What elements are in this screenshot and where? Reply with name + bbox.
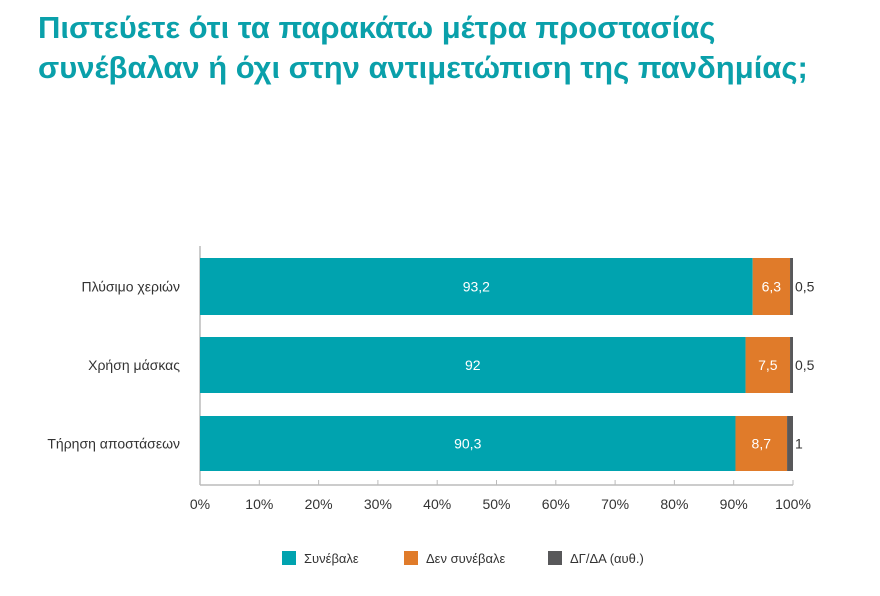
data-label: 1 [795,436,803,452]
bar-segment [735,416,788,471]
data-label: 92 [465,357,481,373]
x-tick-label: 0% [190,496,210,512]
data-label: 90,3 [454,436,481,452]
data-label: 8,7 [752,436,772,452]
x-tick-label: 20% [305,496,333,512]
data-label: 0,5 [795,279,815,295]
x-tick-label: 100% [775,496,811,512]
bar-segment [752,258,791,315]
x-tick-label: 60% [542,496,570,512]
bar-segment [745,337,791,393]
legend-label: ΔΓ/ΔΑ (αυθ.) [570,551,644,566]
data-label: 6,3 [762,279,782,295]
chart-title: Πιστεύετε ότι τα παρακάτω μέτρα προστασί… [38,10,808,85]
bar-segment [200,258,753,315]
bar-segment [790,337,793,393]
legend-swatch [282,551,296,565]
legend-label: Δεν συνέβαλε [426,551,506,566]
legend-label: Συνέβαλε [304,551,359,566]
x-tick-label: 40% [423,496,451,512]
data-label: 93,2 [463,279,490,295]
legend-swatch [404,551,418,565]
x-tick-label: 70% [601,496,629,512]
x-tick-label: 80% [660,496,688,512]
x-tick-label: 90% [720,496,748,512]
x-tick-label: 10% [245,496,273,512]
bar-segment [787,416,793,471]
bar-segment [790,258,793,315]
category-label: Τήρηση αποστάσεων [47,436,180,452]
bar-segment [200,416,736,471]
x-tick-label: 30% [364,496,392,512]
category-label: Χρήση μάσκας [88,357,180,373]
x-tick-label: 50% [482,496,510,512]
data-label: 0,5 [795,357,815,373]
data-label: 7,5 [758,357,778,373]
legend-swatch [548,551,562,565]
category-label: Πλύσιμο χεριών [81,279,180,295]
bar-segment [200,337,746,393]
